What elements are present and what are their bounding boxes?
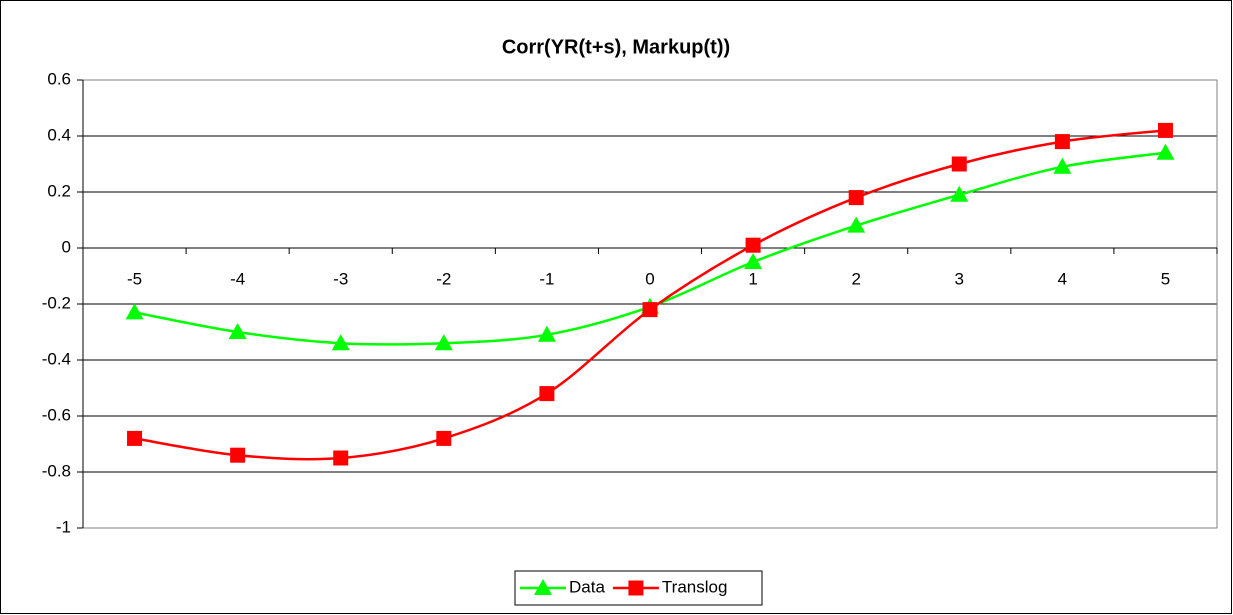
marker [434, 334, 453, 351]
marker [951, 156, 967, 172]
x-tick-label: 0 [645, 269, 654, 288]
marker [125, 303, 144, 320]
marker [745, 237, 761, 253]
x-tick-label: 1 [748, 269, 757, 288]
x-tick-label: -3 [333, 269, 348, 288]
x-tick-label: 3 [955, 269, 964, 288]
marker [436, 430, 452, 446]
legend-label: Data [569, 577, 605, 596]
y-tick-label: -0.4 [42, 349, 71, 368]
marker [950, 185, 969, 202]
marker [228, 323, 247, 339]
y-tick-label: 0 [62, 237, 71, 256]
legend-marker [534, 579, 552, 595]
marker [230, 447, 246, 463]
y-tick-label: 0.2 [47, 181, 71, 200]
marker [1156, 143, 1175, 160]
x-tick-label: -5 [127, 269, 142, 288]
marker [744, 253, 763, 269]
marker [331, 334, 350, 351]
marker [847, 216, 866, 233]
legend-label: Translog [662, 577, 728, 596]
chart-title: Corr(YR(t+s), Markup(t)) [502, 36, 730, 58]
y-tick-label: 0.6 [47, 69, 71, 88]
marker [127, 430, 143, 446]
marker [642, 302, 658, 318]
x-tick-label: -2 [436, 269, 451, 288]
marker [1157, 122, 1173, 138]
marker [537, 325, 556, 342]
y-tick-label: -0.8 [42, 461, 71, 480]
y-tick-label: -0.2 [42, 293, 71, 312]
marker [1053, 157, 1072, 174]
x-tick-label: 4 [1058, 269, 1067, 288]
y-tick-label: 0.4 [47, 125, 71, 144]
marker [333, 450, 349, 466]
x-tick-label: 5 [1161, 269, 1170, 288]
marker [848, 190, 864, 206]
x-tick-label: -1 [539, 269, 554, 288]
marker [1054, 134, 1070, 150]
legend-marker [628, 580, 644, 596]
x-tick-label: 2 [851, 269, 860, 288]
y-tick-label: -1 [56, 517, 71, 536]
y-tick-label: -0.6 [42, 405, 71, 424]
x-tick-label: -4 [230, 269, 245, 288]
marker [539, 386, 555, 402]
